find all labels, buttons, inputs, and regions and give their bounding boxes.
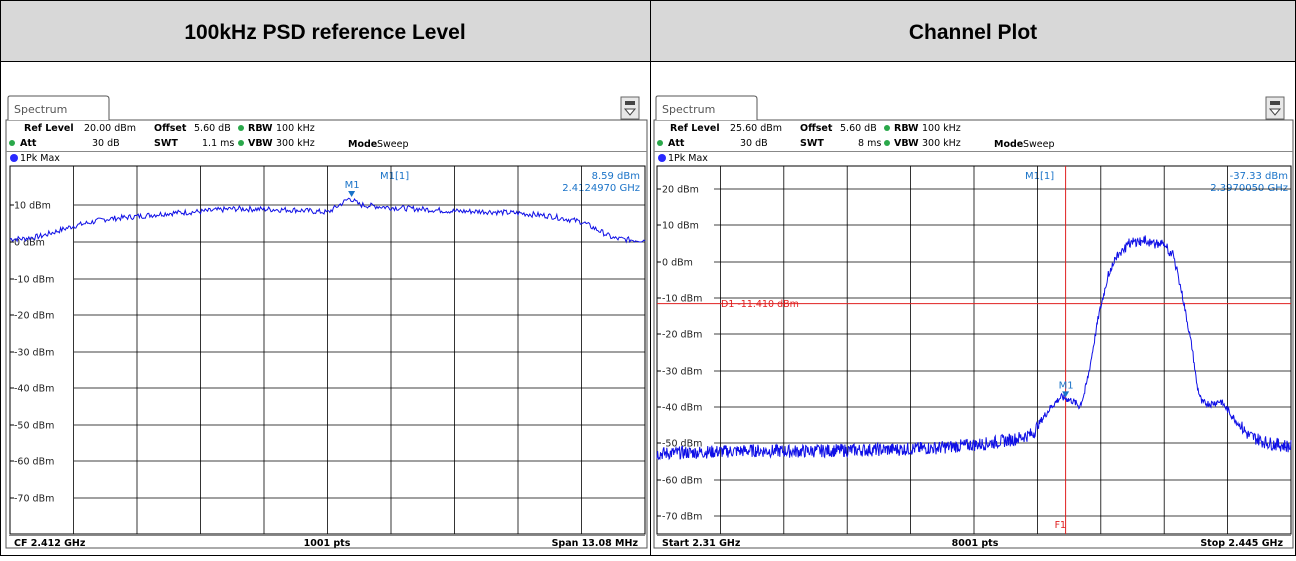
att-label: Att xyxy=(668,138,685,149)
trace-line xyxy=(9,197,646,244)
y-tick-label: -60 dBm xyxy=(662,476,702,487)
marker-m1-label: M1 xyxy=(1059,380,1074,391)
trace-dot-icon xyxy=(658,154,666,162)
trace-line xyxy=(656,235,1292,461)
marker-m1-triangle xyxy=(348,191,356,198)
swt-value: 8 ms xyxy=(858,138,881,149)
spectrum-panel-right: Spectrum Ref Level 25.60 dBm Offset 5.60… xyxy=(653,95,1294,549)
footer-start-frequency: Start 2.31 GHz xyxy=(662,538,741,549)
trace-label: 1Pk Max xyxy=(668,153,708,164)
mode-label: Mode xyxy=(994,139,1023,150)
y-tick-label: 0 dBm xyxy=(14,238,45,249)
ref-level-label: Ref Level xyxy=(24,123,74,134)
y-tick-label: -70 dBm xyxy=(662,512,702,523)
vbw-label: VBW xyxy=(248,138,273,149)
trace-label: 1Pk Max xyxy=(20,153,60,164)
marker-level: 8.59 dBm xyxy=(592,171,640,182)
swt-label: SWT xyxy=(154,138,178,149)
ref-level-value: 20.00 dBm xyxy=(84,123,136,134)
frequency-line-label: F1 xyxy=(1055,520,1067,531)
att-value: 30 dB xyxy=(92,138,120,149)
y-tick-label: -10 dBm xyxy=(14,275,54,286)
mode-label: Mode xyxy=(348,139,377,150)
marker-name: M1[1] xyxy=(380,171,409,182)
footer-span: Span 13.08 MHz xyxy=(552,538,639,549)
offset-label: Offset xyxy=(154,123,187,134)
vbw-value: 300 kHz xyxy=(922,138,961,149)
panel-header-left: 100kHz PSD reference Level xyxy=(184,21,465,44)
plot-border xyxy=(656,165,1292,535)
offset-value: 5.60 dB xyxy=(840,123,877,134)
rbw-value: 100 kHz xyxy=(922,123,961,134)
vbw-value: 300 kHz xyxy=(276,138,315,149)
y-tick-label: -10 dBm xyxy=(662,294,702,305)
y-tick-label: 10 dBm xyxy=(14,201,51,212)
header-bar xyxy=(1,1,1295,61)
tab-label: Spectrum xyxy=(14,103,67,116)
plot-area-right: 20 dBm 10 dBm 0 dBm -10 dBm -20 dBm -30 dBm -4… xyxy=(656,165,1292,535)
mode-value: Sweep xyxy=(1023,139,1055,150)
rbw-coupled-led xyxy=(884,125,890,131)
display-line-label: D1 -11.410 dBm xyxy=(721,299,799,310)
scroll-down-icon[interactable] xyxy=(620,96,640,120)
att-value: 30 dB xyxy=(740,138,768,149)
scroll-down-icon[interactable] xyxy=(1265,96,1285,120)
y-tick-label: -30 dBm xyxy=(662,367,702,378)
panel-header-right: Channel Plot xyxy=(909,21,1037,44)
ref-level-label: Ref Level xyxy=(670,123,720,134)
y-tick-label: -20 dBm xyxy=(14,311,54,322)
trace-dot-icon xyxy=(10,154,18,162)
plot-border xyxy=(9,165,646,535)
att-led xyxy=(9,140,15,146)
y-tick-label: -30 dBm xyxy=(14,348,54,359)
y-tick-label: 20 dBm xyxy=(662,185,699,196)
y-tick-label: -20 dBm xyxy=(662,330,702,341)
y-tick-label: -40 dBm xyxy=(14,384,54,395)
rbw-coupled-led xyxy=(238,125,244,131)
vbw-coupled-led xyxy=(238,140,244,146)
y-tick-label: -50 dBm xyxy=(14,421,54,432)
offset-value: 5.60 dB xyxy=(194,123,231,134)
y-tick-label: 0 dBm xyxy=(662,258,693,269)
y-tick-label: -50 dBm xyxy=(662,439,702,450)
marker-m1-triangle xyxy=(1062,391,1070,398)
plot-area-left: 10 dBm 0 dBm -10 dBm -20 dBm -30 dBm -40 dBm -… xyxy=(9,165,646,535)
tab-spectrum[interactable] xyxy=(7,95,110,120)
y-tick-label: -60 dBm xyxy=(14,457,54,468)
vbw-coupled-led xyxy=(884,140,890,146)
rbw-label: RBW xyxy=(248,123,273,134)
marker-frequency: 2.3970050 GHz xyxy=(1210,183,1288,194)
tab-spectrum[interactable] xyxy=(655,95,758,120)
vbw-label: VBW xyxy=(894,138,919,149)
y-tick-label: 10 dBm xyxy=(662,221,699,232)
footer-points: 8001 pts xyxy=(952,538,999,549)
footer-center-frequency: CF 2.412 GHz xyxy=(14,538,86,549)
att-label: Att xyxy=(20,138,37,149)
footer-points: 1001 pts xyxy=(304,538,351,549)
instrument-frame xyxy=(5,119,648,549)
offset-label: Offset xyxy=(800,123,833,134)
y-tick-label: -40 dBm xyxy=(662,403,702,414)
ref-level-value: 25.60 dBm xyxy=(730,123,782,134)
marker-level: -37.33 dBm xyxy=(1230,171,1288,182)
rbw-label: RBW xyxy=(894,123,919,134)
swt-value: 1.1 ms xyxy=(202,138,234,149)
marker-frequency: 2.4124970 GHz xyxy=(562,183,640,194)
y-tick-label: -70 dBm xyxy=(14,494,54,505)
footer-stop-frequency: Stop 2.445 GHz xyxy=(1200,538,1283,549)
marker-name: M1[1] xyxy=(1025,171,1054,182)
mode-value: Sweep xyxy=(377,139,409,150)
swt-label: SWT xyxy=(800,138,824,149)
spectrum-panel-left: Spectrum Ref Level 20.00 dBm Offset 5.60… xyxy=(5,95,648,549)
tab-label: Spectrum xyxy=(662,103,715,116)
marker-m1-label: M1 xyxy=(345,180,360,191)
rbw-value: 100 kHz xyxy=(276,123,315,134)
att-led xyxy=(657,140,663,146)
